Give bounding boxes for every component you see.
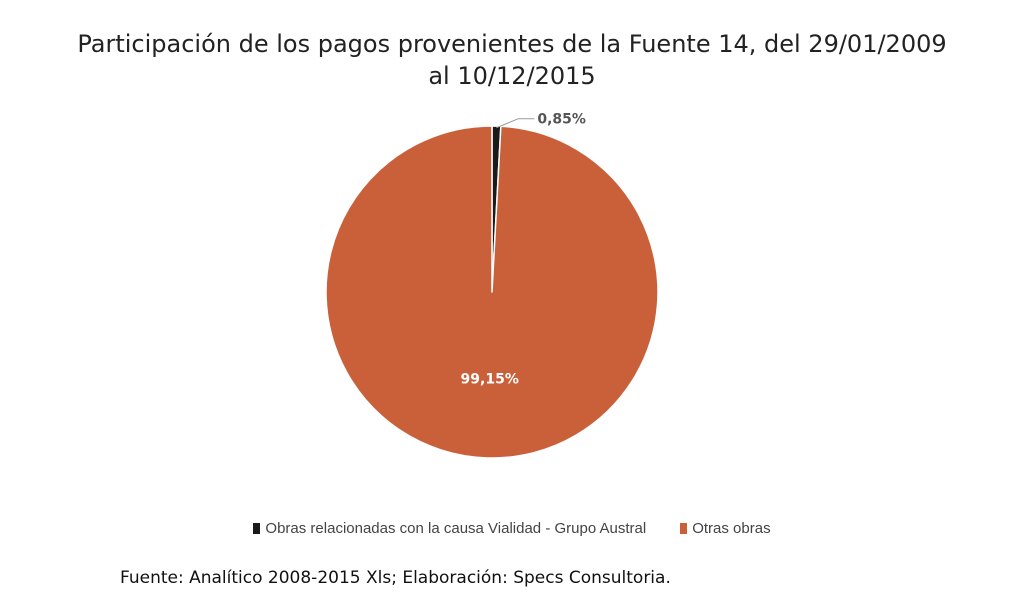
legend-swatch-vialidad (253, 523, 261, 534)
data-label-otras-obras: 99,15% (461, 371, 519, 387)
pie-slice-otras-obras (325, 125, 659, 459)
chart-title: Participación de los pagos provenientes … (0, 28, 1024, 92)
data-label-vialidad: 0,85% (537, 112, 586, 128)
legend-item-otras-obras: Otras obras (680, 520, 771, 537)
chart-title-line-1: Participación de los pagos provenientes … (77, 30, 947, 58)
source-note: Fuente: Analítico 2008-2015 Xls; Elabora… (120, 568, 671, 588)
chart-title-line-2: al 10/12/2015 (428, 62, 596, 90)
legend-label-otras-obras: Otras obras (692, 520, 771, 537)
legend-item-vialidad: Obras relacionadas con la causa Vialidad… (253, 520, 646, 537)
legend-label-vialidad: Obras relacionadas con la causa Vialidad… (265, 520, 647, 537)
chart-legend: Obras relacionadas con la causa Vialidad… (0, 520, 1024, 537)
leader-line-vialidad (496, 118, 535, 129)
legend-swatch-otras-obras (680, 523, 688, 534)
